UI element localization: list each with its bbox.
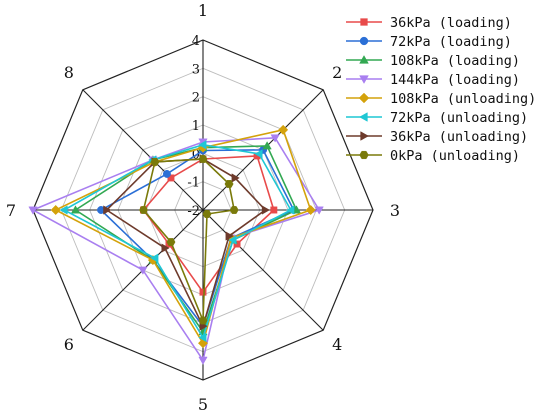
tick-label: 4 — [192, 34, 200, 49]
tick-label: -2 — [187, 204, 200, 219]
legend: 36kPa (loading) 72kPa (loading) 108kPa (lo… — [346, 15, 536, 164]
legend-marker — [359, 150, 369, 160]
axis-label-3: 3 — [390, 201, 400, 220]
axis-labels: 1 2 3 4 5 6 7 8 — [6, 1, 400, 414]
legend-label: 72kPa (loading) — [390, 34, 512, 50]
data-point-2 — [270, 134, 280, 143]
series-5 — [59, 140, 295, 343]
axis-label-6: 6 — [64, 335, 74, 354]
axis-label-1: 1 — [198, 1, 208, 20]
axis-label-7: 7 — [6, 201, 16, 220]
data-point-4 — [202, 210, 212, 218]
data-point-3 — [305, 204, 316, 216]
legend-marker — [359, 75, 369, 84]
legend-item: 144kPa (loading) — [346, 72, 520, 88]
data-point-2 — [224, 180, 234, 188]
legend-label: 36kPa (loading) — [390, 15, 512, 31]
data-point-2 — [278, 124, 289, 135]
data-point-7 — [70, 205, 81, 214]
data-point-1 — [198, 140, 207, 150]
data-point-3 — [261, 205, 271, 215]
data-point-2 — [231, 173, 240, 183]
data-point-6 — [166, 238, 176, 246]
data-series — [28, 124, 324, 365]
series-line — [105, 158, 267, 329]
legend-marker — [359, 36, 369, 46]
legend-label: 144kPa (loading) — [390, 72, 520, 88]
data-point-8 — [167, 174, 175, 182]
tick-label: 3 — [192, 62, 200, 77]
data-point-2 — [254, 149, 263, 159]
legend-item: 0kPa (unloading) — [346, 148, 520, 164]
legend-label: 108kPa (loading) — [390, 53, 520, 69]
axis-label-2: 2 — [332, 63, 342, 82]
axis-label-4: 4 — [332, 335, 342, 354]
data-point-1 — [198, 155, 208, 163]
data-point-8 — [150, 158, 160, 166]
tick-label: 2 — [192, 91, 200, 106]
data-point-6 — [138, 266, 148, 275]
legend-item: 36kPa (loading) — [346, 15, 512, 31]
data-point-7 — [103, 205, 112, 215]
data-point-7 — [50, 204, 61, 216]
data-point-7 — [59, 205, 68, 215]
data-point-6 — [150, 253, 159, 263]
data-point-3 — [291, 205, 302, 214]
legend-marker — [359, 112, 368, 122]
legend-item: 72kPa (loading) — [346, 34, 512, 50]
legend-item: 36kPa (unloading) — [346, 129, 528, 145]
legend-item: 108kPa (loading) — [346, 53, 520, 69]
legend-marker — [358, 92, 370, 104]
series-7 — [139, 155, 239, 325]
data-point-5 — [198, 316, 208, 325]
series-3 — [28, 134, 324, 365]
series-4 — [50, 124, 316, 349]
series-line — [31, 137, 321, 363]
legend-marker — [359, 55, 369, 64]
legend-label: 0kPa (unloading) — [390, 148, 520, 164]
spoke-4 — [202, 209, 324, 331]
data-point-4 — [228, 235, 237, 245]
legend-item: 72kPa (unloading) — [346, 110, 528, 126]
legend-marker — [360, 18, 368, 26]
axis-label-8: 8 — [64, 63, 74, 82]
data-point-3 — [314, 206, 324, 215]
legend-label: 72kPa (unloading) — [390, 110, 528, 126]
data-point-7 — [139, 206, 148, 214]
data-point-5 — [198, 332, 207, 343]
data-point-5 — [199, 288, 207, 296]
data-point-7 — [28, 206, 38, 215]
data-point-4 — [225, 231, 234, 241]
data-point-3 — [270, 206, 278, 214]
data-point-2 — [262, 141, 272, 150]
axis-label-5: 5 — [198, 395, 208, 414]
data-point-4 — [233, 240, 241, 248]
tick-label: -1 — [187, 176, 200, 191]
data-point-8 — [162, 169, 171, 178]
data-point-5 — [198, 356, 208, 365]
legend-label: 108kPa (unloading) — [390, 91, 536, 107]
spoke-8 — [82, 89, 204, 211]
data-point-3 — [229, 206, 239, 214]
legend-marker — [360, 131, 369, 141]
data-point-3 — [286, 205, 295, 215]
data-point-6 — [161, 243, 170, 253]
legend-label: 36kPa (unloading) — [390, 129, 528, 145]
legend-item: 108kPa (unloading) — [346, 91, 536, 107]
tick-label: 1 — [192, 119, 200, 134]
